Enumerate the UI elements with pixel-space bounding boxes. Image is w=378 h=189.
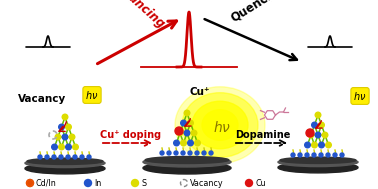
Circle shape — [291, 153, 295, 157]
Text: Cu⁺ doping: Cu⁺ doping — [100, 130, 161, 140]
Circle shape — [181, 140, 186, 146]
Ellipse shape — [27, 158, 103, 164]
Text: Cu: Cu — [255, 179, 266, 188]
Circle shape — [55, 134, 61, 140]
Text: Cu⁺: Cu⁺ — [190, 87, 211, 97]
Ellipse shape — [25, 159, 105, 168]
Circle shape — [305, 153, 309, 157]
Circle shape — [181, 120, 186, 126]
Circle shape — [69, 134, 75, 140]
Circle shape — [209, 151, 213, 155]
Ellipse shape — [278, 158, 358, 167]
Circle shape — [191, 130, 197, 136]
Circle shape — [188, 151, 192, 155]
Circle shape — [62, 134, 68, 140]
Circle shape — [188, 140, 193, 146]
Circle shape — [66, 144, 71, 150]
Ellipse shape — [145, 156, 229, 163]
Circle shape — [340, 153, 344, 157]
Circle shape — [326, 142, 331, 148]
Circle shape — [26, 180, 34, 187]
Circle shape — [305, 142, 310, 148]
Ellipse shape — [280, 157, 356, 163]
Text: Quenching: Quenching — [228, 0, 295, 25]
Circle shape — [195, 151, 199, 155]
Circle shape — [59, 124, 64, 130]
Circle shape — [319, 153, 323, 157]
Text: $h\nu$: $h\nu$ — [353, 90, 367, 102]
Ellipse shape — [175, 87, 265, 163]
Ellipse shape — [202, 110, 238, 140]
Ellipse shape — [143, 157, 231, 167]
Ellipse shape — [278, 162, 358, 173]
Circle shape — [177, 130, 183, 136]
Circle shape — [167, 151, 171, 155]
Circle shape — [73, 144, 78, 150]
Circle shape — [38, 155, 42, 159]
Circle shape — [326, 153, 330, 157]
Circle shape — [184, 130, 190, 136]
Circle shape — [132, 180, 138, 187]
Circle shape — [298, 153, 302, 157]
Text: In: In — [94, 179, 101, 188]
Circle shape — [195, 140, 200, 146]
Circle shape — [319, 122, 324, 128]
Circle shape — [59, 155, 63, 159]
Circle shape — [66, 155, 70, 159]
Circle shape — [184, 110, 190, 116]
Circle shape — [80, 155, 84, 159]
Text: $h\nu$: $h\nu$ — [213, 119, 231, 135]
Text: S: S — [141, 179, 146, 188]
Text: $h\nu$: $h\nu$ — [85, 89, 99, 101]
Text: Cd/In: Cd/In — [36, 179, 57, 188]
Circle shape — [26, 180, 34, 187]
Circle shape — [87, 155, 91, 159]
Circle shape — [52, 155, 56, 159]
Text: Dopamine: Dopamine — [235, 130, 290, 140]
Text: Enhancing: Enhancing — [108, 0, 168, 31]
Circle shape — [66, 124, 71, 130]
Circle shape — [315, 132, 321, 138]
Circle shape — [73, 155, 77, 159]
Circle shape — [306, 129, 314, 137]
Ellipse shape — [143, 162, 231, 174]
Circle shape — [52, 144, 57, 150]
Circle shape — [62, 114, 68, 120]
Circle shape — [45, 155, 49, 159]
Circle shape — [312, 153, 316, 157]
Circle shape — [319, 142, 324, 148]
Circle shape — [174, 151, 178, 155]
Circle shape — [175, 127, 183, 135]
Circle shape — [85, 180, 91, 187]
Ellipse shape — [25, 163, 105, 174]
Circle shape — [181, 151, 185, 155]
Circle shape — [245, 180, 253, 187]
Circle shape — [315, 112, 321, 118]
Circle shape — [188, 120, 193, 126]
Circle shape — [308, 132, 314, 138]
Circle shape — [174, 140, 179, 146]
Circle shape — [333, 153, 337, 157]
Circle shape — [160, 151, 164, 155]
Circle shape — [202, 151, 206, 155]
Circle shape — [322, 132, 328, 138]
Text: Vacancy: Vacancy — [18, 94, 66, 104]
Circle shape — [59, 144, 64, 150]
Text: Vacancy: Vacancy — [190, 179, 224, 188]
Ellipse shape — [182, 93, 258, 157]
Circle shape — [312, 122, 317, 128]
Ellipse shape — [192, 101, 248, 149]
Circle shape — [312, 142, 317, 148]
